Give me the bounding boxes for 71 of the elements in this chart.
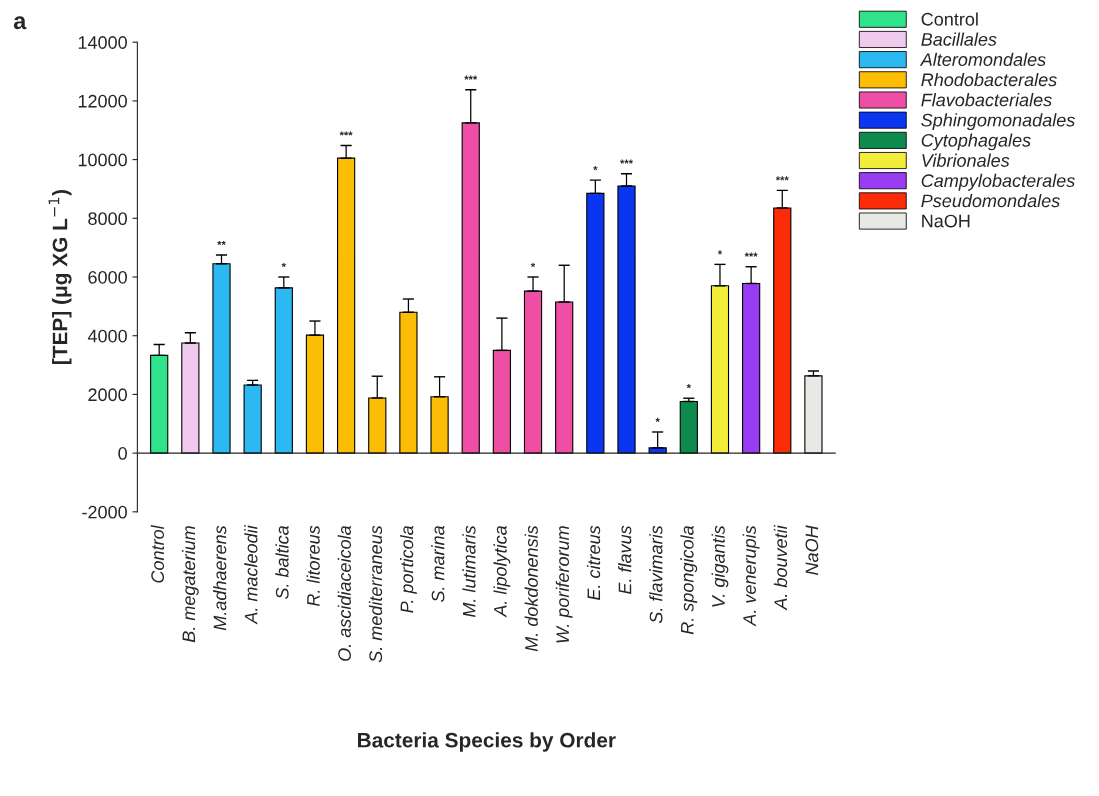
bar <box>305 334 325 454</box>
y-tick-label: 2000 <box>88 388 127 402</box>
y-tick-label: 8000 <box>88 212 127 226</box>
x-tick-label: S. baltica <box>275 525 289 600</box>
x-tick-label: M. dokdonensis <box>524 525 538 652</box>
legend-label: Sphingomonadales <box>921 113 1075 131</box>
x-tick-label: O. ascidiaceicola <box>337 525 351 661</box>
x-tick-label: A. macleodii <box>244 524 258 625</box>
annotation: *** <box>464 75 478 80</box>
annotation: *** <box>744 252 758 257</box>
x-tick-label: P. porticola <box>400 525 417 613</box>
bar <box>679 400 698 454</box>
y-tick-label: 10000 <box>78 153 127 167</box>
x-tick-label: B. megaterium <box>181 526 199 643</box>
y-tick-label: 12000 <box>78 94 127 108</box>
legend-label: Campylobacterales <box>921 173 1075 191</box>
bar <box>804 375 823 454</box>
x-tick-label: M.adhaerens <box>213 525 227 631</box>
annotation: * <box>530 262 536 268</box>
y-axis-title: [TEP] (μg XG L$^{−1}$) <box>48 189 72 364</box>
bar <box>274 287 293 454</box>
annotation: *** <box>620 159 633 164</box>
x-tick-label: M. lutimaris <box>462 525 476 618</box>
legend-label: Vibrionales <box>922 153 1010 167</box>
x-tick-label: S. marina <box>431 525 445 603</box>
x-tick-label: A. venerupis <box>742 525 760 627</box>
x-tick-label: V. gigantis <box>711 525 729 607</box>
x-tick-label: E. flavus <box>618 525 632 595</box>
y-tick-label: 0 <box>118 447 127 460</box>
legend-label: Rhodobacterales <box>921 72 1057 87</box>
annotation: * <box>655 417 660 423</box>
y-tick-label: 4000 <box>87 329 127 343</box>
x-axis-title: Bacteria Species by Order <box>358 732 616 752</box>
annotation: * <box>686 384 691 389</box>
legend-label: Alteromondales <box>919 52 1046 67</box>
annotation: ** <box>217 240 226 246</box>
y-tick-label: 6000 <box>88 270 127 284</box>
annotation: * <box>593 166 598 171</box>
x-tick-label: S. mediterraneus <box>368 525 383 663</box>
legend-label: Flavobacteriales <box>921 93 1052 107</box>
legend-label: NaOH <box>922 214 970 228</box>
x-tick-label: R. spongicola <box>680 525 698 635</box>
legend-label: Control <box>921 12 978 26</box>
annotation: *** <box>339 131 353 136</box>
legend-label: Pseudomondales <box>921 193 1060 208</box>
bar <box>243 384 262 454</box>
x-tick-label: NaOH <box>805 525 819 575</box>
bar <box>181 342 200 454</box>
bar <box>617 185 636 454</box>
annotation: *** <box>775 176 789 181</box>
x-tick-label: A. bouvetii <box>773 524 788 611</box>
x-tick-label: Control <box>150 524 165 583</box>
bar <box>368 397 387 454</box>
legend-label: Bacillales <box>921 32 997 46</box>
bar <box>523 290 543 454</box>
chart-title: a <box>13 16 27 30</box>
x-tick-label: W. poriferorum <box>555 526 573 643</box>
y-tick-label: 14000 <box>78 36 127 49</box>
y-tick-label: -2000 <box>82 505 127 519</box>
x-tick-label: R. litoreus <box>306 525 320 607</box>
bar <box>336 157 356 454</box>
legend-label: Cytophagales <box>921 133 1031 151</box>
bar <box>710 285 730 454</box>
x-tick-label: S. flavimaris <box>649 525 663 624</box>
bar <box>461 122 480 454</box>
annotation: * <box>717 250 723 255</box>
bar <box>555 301 574 454</box>
x-tick-label: E. citreus <box>586 525 601 601</box>
x-tick-label: A. lipolytica <box>493 525 511 618</box>
annotation: * <box>281 262 286 268</box>
bar <box>773 207 792 454</box>
